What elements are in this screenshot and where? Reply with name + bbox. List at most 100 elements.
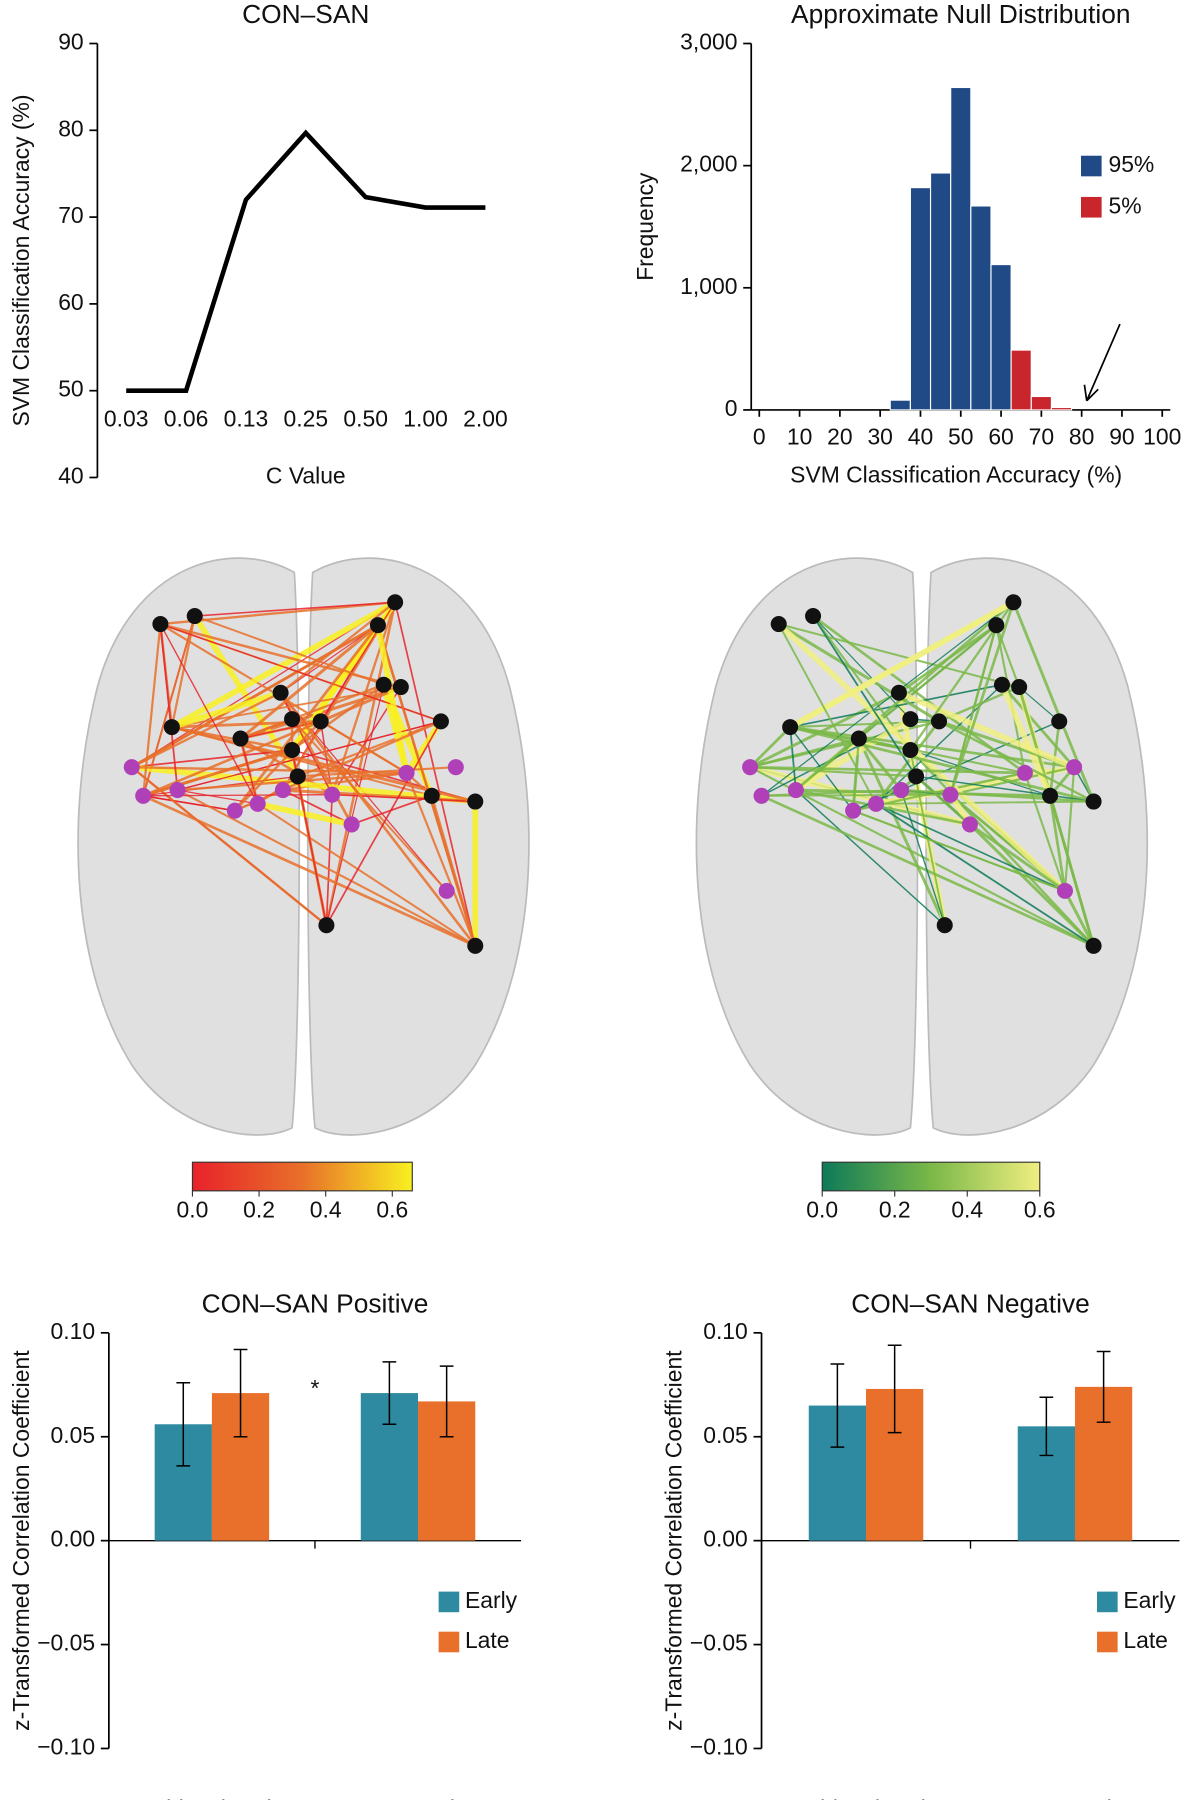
connection — [143, 795, 235, 812]
colorbar-tick-label: 0.0 — [806, 1196, 838, 1222]
error-bar — [233, 1348, 248, 1438]
node — [186, 608, 203, 625]
x-axis-label: SVM Classification Accuracy (%) — [790, 461, 1122, 487]
y-tick-label: 0.00 — [703, 1526, 748, 1552]
y-tick-label: 2,000 — [680, 151, 737, 177]
legend-label: 5% — [1108, 192, 1141, 218]
connection — [795, 789, 946, 926]
y-tick-label: −0.10 — [690, 1734, 748, 1760]
x-tick-label: Schizophrenia — [139, 1795, 284, 1800]
node — [312, 713, 329, 730]
x-tick-label: 80 — [1069, 424, 1094, 450]
x-tick-label: 40 — [908, 424, 933, 450]
x-tick-label: 0 — [753, 424, 766, 450]
x-tick-label: 0.13 — [224, 405, 269, 431]
connection — [875, 803, 1095, 947]
node — [232, 730, 249, 747]
connection — [876, 800, 1094, 805]
y-tick-label: 50 — [58, 376, 83, 402]
x-tick-label: Control — [381, 1795, 455, 1800]
node — [432, 713, 449, 730]
node — [908, 768, 925, 785]
connection — [320, 720, 408, 774]
node — [868, 795, 885, 812]
x-tick-label: 30 — [867, 424, 892, 450]
connection — [749, 766, 1095, 947]
connection — [376, 624, 477, 947]
connection — [131, 764, 476, 805]
legend-swatch — [1097, 1631, 1118, 1653]
connection — [1048, 795, 1067, 892]
x-tick-label: 50 — [948, 424, 973, 450]
y-tick-label: 0.05 — [703, 1422, 748, 1448]
connection — [778, 623, 1020, 689]
colorbar-tick-label: 0.0 — [177, 1196, 209, 1222]
node — [375, 676, 392, 693]
brain — [77, 557, 530, 1136]
colorbar-tick-label: 0.4 — [951, 1196, 983, 1222]
y-tick-label: 40 — [58, 463, 83, 489]
connection — [812, 615, 917, 777]
node — [369, 617, 386, 634]
node — [447, 759, 464, 776]
node — [988, 617, 1005, 634]
node — [1085, 937, 1102, 954]
node — [226, 802, 243, 819]
connection — [1000, 683, 1076, 769]
colorbar-tick-label: 0.2 — [243, 1196, 275, 1222]
x-tick-label: 1.00 — [403, 405, 448, 431]
y-axis-label: Frequency — [632, 172, 658, 281]
connection — [968, 823, 1095, 947]
connection — [142, 623, 162, 796]
node — [289, 768, 306, 785]
node — [467, 793, 484, 810]
colorbar-tick-label: 0.6 — [376, 1196, 408, 1222]
histogram-bar — [909, 187, 932, 411]
connection — [949, 624, 998, 795]
connection — [280, 624, 379, 694]
node — [902, 711, 919, 728]
hemisphere — [695, 557, 919, 1136]
connection — [234, 720, 442, 812]
colorbar-tick-label: 0.2 — [879, 1196, 911, 1222]
node — [1085, 793, 1102, 810]
connection — [239, 738, 259, 804]
y-axis-label: z-Transformed Correlation Coefficient — [661, 1350, 687, 1731]
connection — [131, 691, 282, 769]
node — [284, 741, 301, 759]
connection — [949, 601, 1015, 796]
y-tick-label: −0.05 — [690, 1630, 748, 1656]
x-tick-label: 100 — [1143, 424, 1181, 450]
error-bar — [176, 1381, 191, 1467]
connection — [938, 720, 1095, 803]
y-tick-label: 90 — [58, 29, 83, 55]
chart-title: CON–SAN Positive — [202, 1288, 429, 1318]
connection — [995, 624, 1021, 688]
connection — [761, 601, 1014, 797]
x-tick-label: 20 — [827, 424, 852, 450]
x-tick-label: 90 — [1109, 424, 1134, 450]
node — [135, 787, 152, 804]
error-bar — [830, 1363, 845, 1448]
node — [123, 759, 140, 776]
connection — [1018, 686, 1060, 722]
legend-label: Early — [465, 1587, 518, 1613]
node — [930, 713, 948, 730]
legend-swatch — [438, 1631, 460, 1653]
connection — [789, 683, 1003, 728]
colorbar-tick-label: 0.4 — [310, 1196, 342, 1222]
connection — [789, 727, 797, 791]
x-tick-label: 0.06 — [164, 405, 209, 431]
histogram-bar — [950, 86, 972, 411]
y-tick-label: 60 — [58, 289, 83, 315]
connection — [291, 718, 448, 892]
node — [284, 711, 301, 728]
node — [753, 787, 770, 804]
connection — [297, 766, 456, 778]
connection — [171, 686, 402, 729]
node — [467, 937, 484, 954]
y-tick-label: 0.10 — [703, 1318, 748, 1344]
connection — [325, 794, 333, 926]
connection — [812, 615, 911, 720]
